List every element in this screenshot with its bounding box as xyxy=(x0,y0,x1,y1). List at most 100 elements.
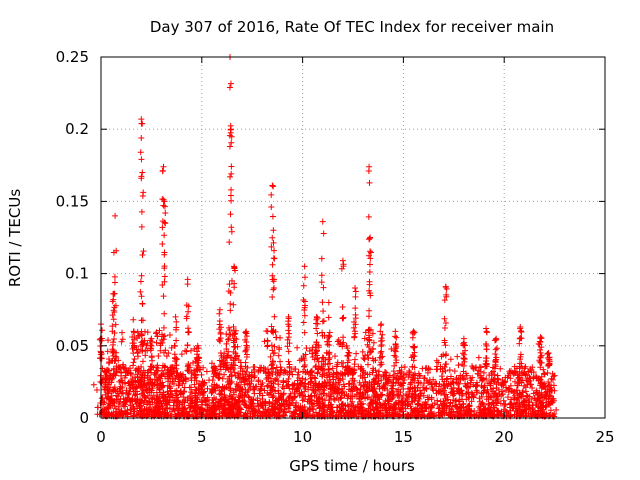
y-tick-label: 0.2 xyxy=(65,120,89,138)
data-point xyxy=(380,371,387,378)
data-point xyxy=(337,395,344,402)
data-point xyxy=(433,387,440,394)
data-point xyxy=(318,255,325,262)
data-point xyxy=(137,278,144,285)
data-point xyxy=(221,350,228,357)
data-point xyxy=(173,402,180,409)
data-point xyxy=(311,356,318,363)
data-point xyxy=(105,404,112,411)
data-point xyxy=(121,403,128,410)
data-point xyxy=(178,401,185,408)
y-tick-label: 0 xyxy=(79,409,89,427)
data-point xyxy=(104,348,111,355)
data-point xyxy=(295,369,302,376)
data-point xyxy=(209,386,216,393)
data-point xyxy=(204,385,211,392)
data-point xyxy=(270,227,277,234)
data-point xyxy=(216,384,223,391)
data-point xyxy=(243,338,250,345)
data-point xyxy=(99,327,106,334)
data-point xyxy=(307,368,314,375)
data-point xyxy=(443,351,450,358)
data-point xyxy=(511,378,518,385)
data-point xyxy=(550,373,557,380)
data-point xyxy=(312,380,319,387)
data-point xyxy=(90,381,97,388)
data-point xyxy=(270,183,277,190)
data-point xyxy=(545,379,552,386)
data-point xyxy=(427,410,434,417)
data-point xyxy=(332,353,339,360)
data-point xyxy=(318,363,325,370)
data-point xyxy=(367,400,374,407)
data-point xyxy=(537,349,544,356)
data-point xyxy=(341,383,348,390)
data-point xyxy=(415,408,422,415)
data-point xyxy=(550,395,557,402)
data-point xyxy=(478,400,485,407)
data-point xyxy=(130,350,137,357)
data-point xyxy=(374,393,381,400)
data-point xyxy=(273,334,280,341)
data-point xyxy=(229,395,236,402)
data-point xyxy=(326,396,333,403)
data-point xyxy=(301,357,308,364)
data-point xyxy=(337,339,344,346)
data-point xyxy=(139,317,146,324)
data-point xyxy=(299,375,306,382)
data-point xyxy=(173,337,180,344)
data-point xyxy=(371,411,378,418)
data-point xyxy=(98,337,105,344)
data-point xyxy=(242,329,249,336)
data-point xyxy=(116,378,123,385)
data-point xyxy=(163,353,170,360)
data-point xyxy=(481,387,488,394)
data-point xyxy=(286,400,293,407)
data-point xyxy=(514,394,521,401)
data-point xyxy=(262,408,269,415)
data-point xyxy=(119,363,126,370)
data-point xyxy=(245,393,252,400)
data-point xyxy=(227,307,234,314)
data-point xyxy=(390,385,397,392)
data-point xyxy=(233,353,240,360)
data-point xyxy=(378,348,385,355)
data-point xyxy=(191,381,198,388)
data-point xyxy=(359,375,366,382)
data-point xyxy=(151,371,158,378)
data-point xyxy=(185,325,192,332)
data-point xyxy=(154,362,161,369)
data-point xyxy=(156,405,163,412)
data-point xyxy=(326,360,333,367)
data-point xyxy=(157,398,164,405)
data-point xyxy=(492,390,499,397)
data-point xyxy=(266,400,273,407)
data-point xyxy=(285,348,292,355)
data-point xyxy=(439,368,446,375)
data-point xyxy=(366,379,373,386)
data-point xyxy=(105,355,112,362)
data-point xyxy=(442,342,449,349)
data-point xyxy=(288,413,295,420)
data-point xyxy=(327,393,334,400)
data-point xyxy=(269,294,276,301)
data-point xyxy=(383,404,390,411)
data-point xyxy=(161,273,168,280)
data-point xyxy=(296,374,303,381)
data-point xyxy=(188,377,195,384)
data-point xyxy=(270,393,277,400)
y-axis-label: ROTI / TECUs xyxy=(6,189,24,287)
data-point xyxy=(301,329,308,336)
data-point xyxy=(199,382,206,389)
data-point xyxy=(533,387,540,394)
data-point xyxy=(338,407,345,414)
data-point xyxy=(339,389,346,396)
data-point xyxy=(142,352,149,359)
data-point xyxy=(391,362,398,369)
data-point xyxy=(118,408,125,415)
data-point xyxy=(107,400,114,407)
data-point xyxy=(160,324,167,331)
data-point xyxy=(416,396,423,403)
data-point xyxy=(480,406,487,413)
data-point xyxy=(351,333,358,340)
